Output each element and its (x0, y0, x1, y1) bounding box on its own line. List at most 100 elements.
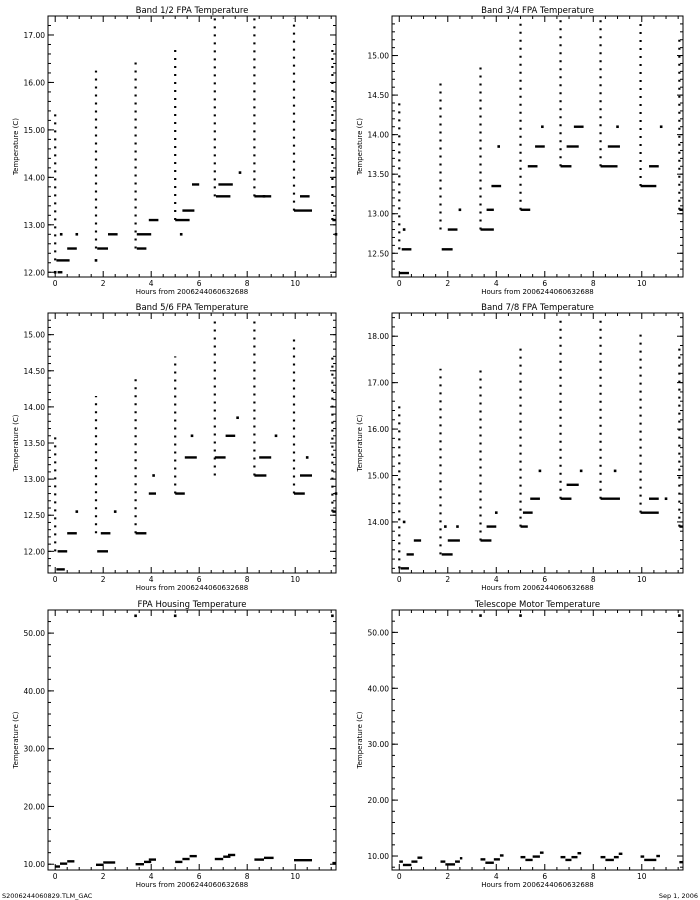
data-point (134, 614, 137, 618)
data-point (579, 469, 583, 473)
y-tick-label: 20.00 (24, 802, 46, 811)
y-tick-label: 14.50 (24, 367, 46, 376)
y-tick-label: 20.00 (368, 796, 390, 805)
y-tick-label: 10.00 (24, 860, 46, 869)
data-series (398, 317, 683, 570)
data-point (444, 525, 447, 528)
x-tick-label: 10 (290, 575, 300, 584)
x-tick-label: 2 (445, 872, 450, 881)
y-tick-label: 14.00 (24, 403, 46, 412)
y-tick-label: 15.00 (368, 472, 390, 481)
x-tick-label: 8 (591, 575, 596, 584)
x-tick-label: 0 (397, 575, 402, 584)
x-tick-label: 10 (637, 872, 647, 881)
y-axis-label: Temperature (C) (356, 118, 364, 176)
x-tick-label: 2 (101, 872, 106, 881)
y-tick-label: 12.00 (24, 547, 46, 556)
y-tick-label: 12.50 (24, 511, 46, 520)
y-tick-label: 14.50 (368, 91, 390, 100)
plot-frame (391, 312, 684, 574)
data-series (55, 614, 336, 868)
data-series (399, 614, 683, 867)
y-tick-label: 14.00 (24, 173, 46, 182)
data-point (305, 456, 309, 459)
data-point (274, 434, 278, 438)
x-tick-label: 0 (53, 575, 58, 584)
x-tick-label: 6 (197, 279, 202, 288)
x-tick-label: 6 (197, 872, 202, 881)
x-tick-label: 4 (149, 872, 154, 881)
x-axis-label: Hours from 2006244060632688 (481, 584, 594, 592)
x-tick-label: 10 (290, 279, 300, 288)
data-point (494, 511, 498, 514)
y-tick-label: 15.00 (368, 52, 390, 61)
y-tick-label: 15.00 (24, 331, 46, 340)
data-point (479, 614, 482, 617)
plot-panel-2: Band 5/6 FPA Temperature Hours from 20062… (12, 303, 338, 592)
y-tick-label: 12.00 (24, 268, 46, 277)
plot-title: Band 7/8 FPA Temperature (481, 303, 594, 313)
data-point (458, 208, 462, 212)
data-point (659, 125, 663, 129)
x-tick-label: 8 (591, 872, 596, 881)
data-point (541, 125, 544, 129)
y-tick-label: 40.00 (24, 687, 46, 696)
x-tick-label: 10 (637, 575, 647, 584)
x-tick-label: 0 (53, 279, 58, 288)
data-point (616, 125, 619, 129)
data-point (613, 469, 617, 473)
x-tick-label: 10 (637, 279, 647, 288)
x-axis-label: Hours from 2006244060632688 (136, 881, 249, 889)
x-tick-label: 2 (101, 575, 106, 584)
y-axis-label: Temperature (C) (356, 711, 364, 769)
x-tick-label: 6 (542, 872, 547, 881)
x-tick-label: 2 (445, 575, 450, 584)
plot-frame (47, 15, 337, 278)
plot-panel-3: Band 7/8 FPA Temperature Hours from 20062… (356, 303, 684, 592)
x-axis-label: Hours from 2006244060632688 (136, 584, 249, 592)
x-tick-label: 2 (445, 279, 450, 288)
data-series (53, 18, 338, 274)
y-tick-label: 16.00 (24, 78, 46, 87)
data-point (402, 228, 406, 231)
y-tick-label: 16.00 (368, 425, 390, 434)
x-tick-label: 6 (542, 279, 547, 288)
y-tick-label: 40.00 (368, 684, 390, 693)
y-tick-label: 14.00 (368, 131, 390, 140)
data-point (262, 195, 266, 198)
x-tick-label: 4 (494, 575, 499, 584)
data-point (113, 510, 117, 513)
plot-panel-4: FPA Housing Temperature Hours from 200624… (12, 600, 337, 889)
x-tick-label: 10 (290, 872, 300, 881)
y-tick-label: 30.00 (368, 740, 390, 749)
x-tick-label: 0 (53, 872, 58, 881)
x-tick-label: 0 (397, 279, 402, 288)
data-point (519, 614, 522, 617)
y-tick-label: 30.00 (24, 745, 46, 754)
y-axis-label: Temperature (C) (12, 414, 20, 472)
y-tick-label: 12.50 (368, 249, 390, 258)
data-point (402, 520, 406, 524)
plot-panel-1: Band 3/4 FPA Temperature Hours from 20062… (356, 6, 684, 296)
plot-title: FPA Housing Temperature (137, 600, 246, 610)
y-tick-label: 13.50 (368, 170, 390, 179)
x-axis-label: Hours from 2006244060632688 (481, 881, 594, 889)
data-point (190, 434, 194, 438)
y-tick-label: 17.00 (368, 379, 390, 388)
y-tick-label: 50.00 (24, 629, 46, 638)
data-point (334, 232, 338, 236)
plot-panel-0: Band 1/2 FPA Temperature Hours from 20062… (12, 6, 338, 296)
x-tick-label: 4 (494, 279, 499, 288)
data-point (238, 171, 242, 174)
data-point (75, 510, 79, 513)
data-point (173, 614, 177, 618)
data-point (152, 474, 155, 477)
x-tick-label: 8 (245, 575, 250, 584)
data-point (664, 497, 668, 501)
x-tick-label: 8 (245, 279, 250, 288)
plot-title: Band 1/2 FPA Temperature (136, 6, 249, 16)
y-tick-label: 10.00 (368, 852, 390, 861)
data-point (94, 259, 98, 262)
data-point (497, 145, 500, 148)
